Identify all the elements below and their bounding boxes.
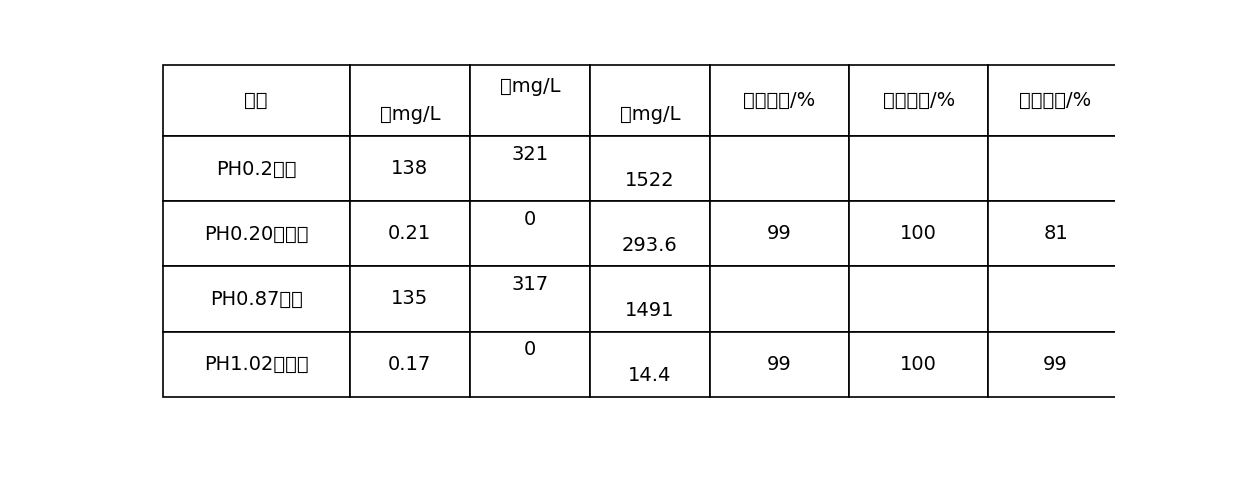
Bar: [849, 331, 989, 397]
Bar: [989, 331, 1123, 397]
Text: 0: 0: [524, 210, 536, 229]
Bar: [470, 331, 590, 397]
Text: 名称: 名称: [244, 91, 268, 110]
Text: 镍mg/L: 镍mg/L: [499, 77, 560, 96]
Text: 100: 100: [901, 355, 937, 374]
Bar: [349, 65, 470, 136]
Bar: [470, 136, 590, 201]
Bar: [162, 65, 349, 136]
Text: 钪mg/L: 钪mg/L: [379, 106, 440, 124]
Text: 钒mg/L: 钒mg/L: [620, 106, 680, 124]
Text: PH0.2料液: PH0.2料液: [216, 160, 296, 178]
Bar: [989, 267, 1123, 331]
Text: PH1.02萃余液: PH1.02萃余液: [204, 355, 309, 374]
Bar: [470, 201, 590, 267]
Bar: [989, 136, 1123, 201]
Bar: [849, 267, 989, 331]
Text: 293.6: 293.6: [622, 236, 678, 255]
Text: PH0.87料液: PH0.87料液: [209, 290, 302, 308]
Bar: [349, 267, 470, 331]
Text: 100: 100: [901, 224, 937, 244]
Text: 81: 81: [1043, 224, 1068, 244]
Bar: [710, 267, 849, 331]
Text: 0.21: 0.21: [388, 224, 431, 244]
Text: 321: 321: [512, 145, 549, 164]
Bar: [162, 267, 349, 331]
Bar: [849, 201, 989, 267]
Bar: [470, 267, 590, 331]
Text: 镍萃取率/%: 镍萃取率/%: [882, 91, 955, 110]
Text: 99: 99: [767, 355, 792, 374]
Text: 14.4: 14.4: [628, 366, 672, 385]
Bar: [989, 201, 1123, 267]
Bar: [710, 201, 849, 267]
Text: PH0.20萃余液: PH0.20萃余液: [204, 224, 309, 244]
Bar: [349, 136, 470, 201]
Bar: [590, 201, 710, 267]
Bar: [162, 136, 349, 201]
Text: 138: 138: [392, 160, 429, 178]
Bar: [989, 65, 1123, 136]
Text: 135: 135: [392, 290, 429, 308]
Bar: [349, 331, 470, 397]
Bar: [590, 331, 710, 397]
Text: 1491: 1491: [626, 301, 674, 320]
Bar: [349, 201, 470, 267]
Bar: [590, 136, 710, 201]
Text: 317: 317: [512, 275, 549, 294]
Bar: [849, 65, 989, 136]
Bar: [590, 267, 710, 331]
Text: 1522: 1522: [624, 171, 675, 190]
Bar: [162, 331, 349, 397]
Text: 0: 0: [524, 340, 536, 359]
Bar: [849, 136, 989, 201]
Text: 0.17: 0.17: [388, 355, 431, 374]
Bar: [470, 65, 590, 136]
Bar: [710, 65, 849, 136]
Text: 99: 99: [767, 224, 792, 244]
Bar: [710, 331, 849, 397]
Bar: [162, 201, 349, 267]
Bar: [710, 136, 849, 201]
Text: 99: 99: [1043, 355, 1068, 374]
Text: 钒萃取率/%: 钒萃取率/%: [1020, 91, 1092, 110]
Text: 钪萃取率/%: 钪萃取率/%: [743, 91, 815, 110]
Bar: [590, 65, 710, 136]
